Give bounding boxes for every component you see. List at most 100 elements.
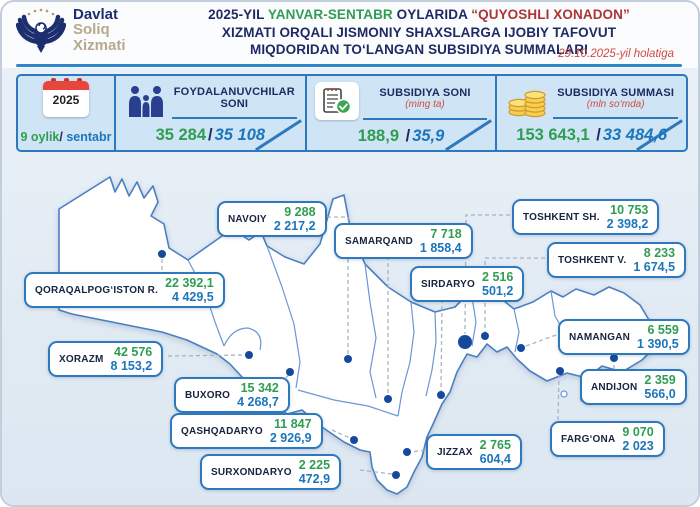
region-value-main: 42 576 [114, 345, 153, 359]
region-value-main: 2 225 [298, 458, 331, 472]
title-year: 2025-YIL [208, 7, 268, 22]
period-card: 2025 9 oylik/ sentabr [18, 76, 116, 150]
region-label-qashqadaryo: QASHQADARYO 11 847 2 926,9 [170, 413, 323, 449]
stat-card-users: FOYDALANUVCHILAR SONI 35 284/35 108 [116, 76, 305, 150]
region-name: BUXORO [185, 389, 231, 401]
title-period: YANVAR-SENTABR [267, 7, 393, 22]
region-value-main: 22 392,1 [165, 276, 214, 290]
region-label-xorazm: XORAZM 42 576 8 153,2 [48, 341, 164, 377]
region-label-navoiy: NAVOIY 9 288 2 217,2 [217, 201, 327, 237]
region-value-secondary: 2 023 [622, 439, 654, 453]
region-value-main: 7 718 [430, 227, 462, 241]
value-month: 33 484,6 [602, 126, 668, 144]
header: Davlat Soliq Xizmati 2025-YIL YANVAR-SEN… [2, 2, 698, 68]
stat-subtitle: (mln so‘mda) [586, 98, 645, 110]
period-secondary: sentabr [66, 130, 112, 144]
stat-card-subsidy-amount: SUBSIDIYA SUMMASI (mln so‘mda) 153 643,1… [495, 76, 686, 150]
users-icon [124, 85, 168, 117]
period-separator: / [59, 130, 63, 144]
region-value-secondary: 1 390,5 [637, 337, 679, 351]
stat-subtitle: (ming ta) [405, 99, 445, 110]
region-name: ANDIJON [591, 381, 638, 393]
page-title: 2025-YIL YANVAR-SENTABR OYLARIDA “QUYOSH… [170, 6, 668, 59]
region-name: TOSHKENT V. [558, 254, 627, 266]
region-label-qoraqalpogiston: QORAQALPOG‘ISTON R. 22 392,1 4 429,5 [24, 272, 225, 308]
region-value-main: 2 516 [482, 270, 514, 284]
value-separator: / [596, 126, 601, 144]
region-value-main: 11 847 [274, 417, 312, 431]
value-month: 35 108 [214, 126, 266, 144]
stat-title: SUBSIDIYA SUMMASI [557, 86, 675, 99]
region-value-secondary: 472,9 [298, 472, 331, 486]
region-value-main: 9 070 [622, 425, 654, 439]
title-line-2: XIZMATI ORQALI JISMONIY SHAXSLARGA IJOBI… [221, 24, 617, 40]
stat-header: FOYDALANUVCHILAR SONI [172, 82, 297, 119]
region-name: JIZZAX [437, 446, 473, 458]
stat-header: SUBSIDIYA SUMMASI (mln so‘mda) [553, 82, 679, 119]
stat-title: FOYDALANUVCHILAR SONI [173, 86, 295, 110]
value-separator: / [405, 127, 411, 145]
tax-service-logo: Davlat Soliq Xizmati [16, 6, 126, 54]
title-line-3: MIQDORIDAN TO‘LANGAN SUBSIDIYA SUMMALARI [249, 42, 588, 58]
region-value-main: 2 765 [479, 438, 511, 452]
region-label-toshkent-viloyati: TOSHKENT V. 8 233 1 674,5 [547, 242, 687, 278]
stat-title: SUBSIDIYA SONI [379, 87, 471, 99]
stat-card-subsidy-count: SUBSIDIYA SONI (ming ta) 188,9 /35,9 [304, 76, 496, 150]
calendar-header [43, 81, 89, 90]
value-cumulative: 188,9 [357, 127, 399, 145]
region-value-main: 15 342 [240, 381, 279, 395]
region-name: SAMARQAND [345, 235, 413, 247]
value-separator: / [208, 126, 213, 144]
region-label-jizzax: JIZZAX 2 765 604,4 [426, 434, 522, 470]
region-value-secondary: 566,0 [644, 387, 676, 401]
header-divider [16, 64, 682, 67]
region-label-namangan: NAMANGAN 6 559 1 390,5 [558, 319, 690, 355]
region-label-sirdaryo: SIRDARYO 2 516 501,2 [410, 266, 525, 302]
region-label-toshkent-shahri: TOSHKENT SH. 10 753 2 398,2 [512, 199, 660, 235]
summary-stats-bar: 2025 9 oylik/ sentabr FOYDALANUVCHILAR [16, 74, 688, 152]
logo-line-1: Davlat [73, 6, 119, 24]
region-value-secondary: 4 429,5 [172, 290, 214, 304]
period-main: 9 oylik [20, 130, 60, 144]
region-value-main: 8 233 [643, 246, 676, 260]
title-program-name: “QUYOSHLI XONADON” [471, 7, 630, 22]
region-value-secondary: 604,4 [479, 452, 511, 466]
region-name: XORAZM [59, 353, 104, 365]
calendar-icon: 2025 [43, 78, 89, 117]
stat-values: 153 643,1 /33 484,6 [505, 126, 678, 145]
coins-icon [505, 84, 549, 118]
region-value-main: 2 359 [644, 373, 676, 387]
value-cumulative: 35 284 [155, 126, 207, 144]
calendar-year: 2025 [52, 93, 80, 107]
value-month: 35,9 [412, 127, 445, 145]
region-value-secondary: 2 217,2 [273, 219, 316, 233]
as-of-date: 29.10.2025-yil holatiga [558, 48, 674, 60]
stat-values: 35 284/35 108 [124, 126, 297, 145]
region-value-main: 6 559 [647, 323, 679, 337]
region-name: SURXONDARYO [211, 466, 292, 478]
region-dots [158, 250, 618, 479]
region-name: NAVOIY [228, 213, 267, 225]
stat-values: 188,9 /35,9 [315, 127, 488, 146]
region-name: FARG‘ONA [561, 433, 616, 445]
value-cumulative: 153 643,1 [516, 126, 590, 144]
title-line-1: 2025-YIL YANVAR-SENTABR OYLARIDA “QUYOSH… [170, 6, 668, 24]
region-label-fargona: FARG‘ONA 9 070 2 023 [550, 421, 665, 457]
logo-line-2: Soliq [73, 21, 110, 39]
eagle-logo-icon [16, 8, 66, 53]
region-value-secondary: 501,2 [482, 284, 514, 298]
region-name: QORAQALPOG‘ISTON R. [35, 284, 159, 296]
region-value-secondary: 1 858,4 [419, 241, 462, 255]
region-label-buxoro: BUXORO 15 342 4 268,7 [174, 377, 290, 413]
region-label-andijon: ANDIJON 2 359 566,0 [580, 369, 687, 405]
region-label-samarqand: SAMARQAND 7 718 1 858,4 [334, 223, 473, 259]
stat-header: SUBSIDIYA SONI (ming ta) [362, 83, 488, 120]
title-mid: OYLARIDA [392, 7, 472, 22]
region-value-secondary: 1 674,5 [633, 260, 676, 274]
region-label-surxondaryo: SURXONDARYO 2 225 472,9 [200, 454, 342, 490]
region-value-main: 9 288 [284, 205, 316, 219]
region-value-secondary: 8 153,2 [110, 359, 153, 373]
region-value-secondary: 4 268,7 [237, 395, 279, 409]
period-label: 9 oylik/ sentabr [20, 130, 111, 144]
logo-text: Davlat Soliq Xizmati [73, 7, 126, 53]
